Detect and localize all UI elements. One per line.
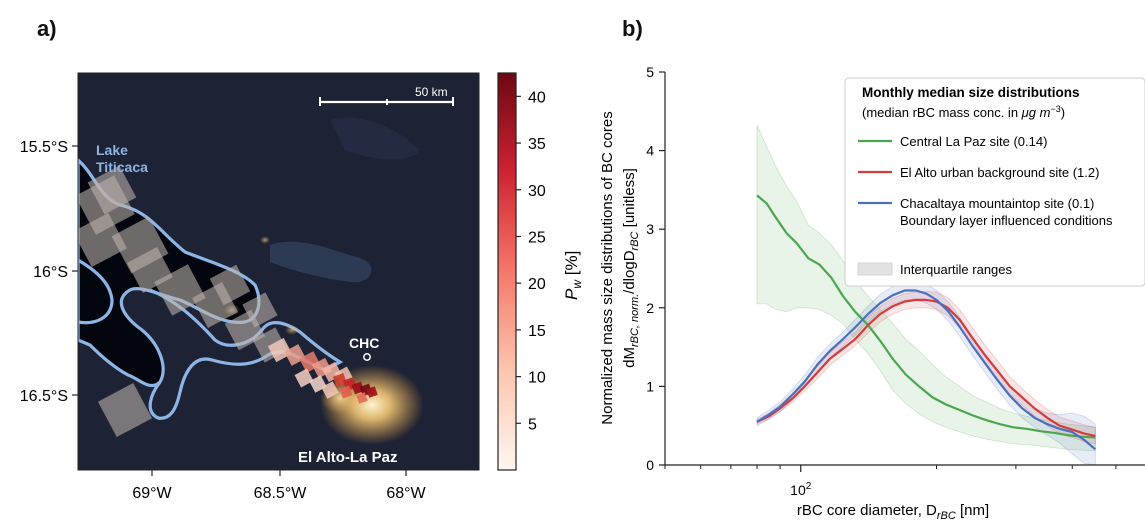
site-label: CHC <box>349 335 379 351</box>
lake-label-line2: Titicaca <box>96 159 148 175</box>
map-axis-ticks: 15.5°S 16°S 16.5°S 69°W 68.5°W 68°W <box>20 139 427 502</box>
plume-tile <box>242 292 278 328</box>
terrain-patch <box>270 241 372 283</box>
legend-label-series-2: Boundary layer influenced conditions <box>900 213 1113 228</box>
colorbar-label-unit: [%] <box>562 251 581 280</box>
y-tick-label: 2 <box>646 300 654 316</box>
terrain-patch <box>330 117 420 160</box>
colorbar-label: Pw [%] <box>562 251 584 300</box>
lon-tick-label: 68°W <box>386 485 426 502</box>
legend-box <box>844 77 1145 287</box>
legend: Monthly median size distributions (media… <box>844 77 1145 287</box>
plume-tile <box>267 337 293 363</box>
plume-tile <box>87 165 137 215</box>
town-lights <box>285 325 299 335</box>
colorbar-tick-label: 20 <box>528 276 546 293</box>
colorbar-tick-label: 35 <box>528 136 546 153</box>
legend-interquartile-swatch <box>857 262 893 276</box>
chart-ticks: 0 1 2 3 4 5 102 <box>646 64 1117 498</box>
panel-a-label: a) <box>37 16 57 41</box>
lat-tick-label: 16.5°S <box>20 388 68 405</box>
colorbar-tick-label: 25 <box>528 229 546 246</box>
legend-subtitle: (median rBC mass conc. in μg m−3) <box>862 104 1065 120</box>
plume-tile <box>97 382 153 438</box>
chart-panel: 0 1 2 3 4 5 102 rBC core diameter, DrBC [nm] N… <box>599 64 1145 522</box>
series-2-interquartile-band <box>756 280 1096 465</box>
scale-bar-label: 50 km <box>415 85 448 99</box>
plume-tile <box>321 381 339 399</box>
colorbar-tick-label: 10 <box>528 370 546 387</box>
lake-shoreline <box>78 258 114 325</box>
x-tick-label: 102 <box>790 481 812 498</box>
series-0-line <box>756 194 1096 439</box>
y-axis-label-line1: Normalized mass size distributions of BC… <box>599 111 616 424</box>
plume-tile <box>78 212 128 268</box>
colorbar-label-main: P <box>562 288 581 300</box>
series-2-line <box>756 289 1097 451</box>
y-tick-label: 0 <box>646 457 654 473</box>
lon-tick-label: 69°W <box>132 485 172 502</box>
plume-tile <box>209 264 251 306</box>
colorbar: 5 10 15 20 25 30 35 40 <box>497 72 546 471</box>
colorbar-tick-label: 40 <box>528 89 546 106</box>
lat-tick-label: 15.5°S <box>20 139 68 156</box>
legend-title: Monthly median size distributions <box>862 85 1080 100</box>
colorbar-tick-label: 30 <box>528 183 546 200</box>
series-1-line <box>756 298 1096 437</box>
site-marker <box>363 353 371 361</box>
panel-b-label: b) <box>622 16 643 41</box>
y-tick-label: 1 <box>646 378 654 394</box>
y-tick-label: 3 <box>646 221 654 237</box>
legend-label-series-1: El Alto urban background site (1.2) <box>900 165 1099 180</box>
lake-label-line1: Lake <box>96 142 128 158</box>
plume-tile <box>339 385 353 399</box>
legend-label-series-0: Central La Paz site (0.14) <box>900 134 1047 149</box>
colorbar-tick-label: 5 <box>528 416 537 433</box>
x-axis-label: rBC core diameter, DrBC [nm] <box>797 502 989 522</box>
map-panel: Lake Titicaca El Alto-La Paz CHC 50 km 1… <box>20 72 584 502</box>
legend-interquartile-label: Interquartile ranges <box>900 262 1013 277</box>
y-axis-label-line2: dMrBC, norm./dlogDrBC [unitless] <box>621 168 641 368</box>
plume-tile <box>332 372 348 388</box>
colorbar-label-sub: w <box>570 279 584 289</box>
lon-tick-label: 68.5°W <box>254 485 308 502</box>
town-lights <box>260 236 270 244</box>
y-tick-label: 4 <box>646 143 654 159</box>
plume-tile <box>366 386 378 398</box>
plume-tile <box>294 368 314 388</box>
plume-tile <box>127 247 173 293</box>
colorbar-tick-label: 15 <box>528 323 546 340</box>
city-label: El Alto-La Paz <box>298 449 397 466</box>
legend-label-series-2: Chacaltaya mountaintop site (0.1) <box>900 196 1094 211</box>
scale-bar <box>319 97 454 106</box>
y-tick-label: 5 <box>646 64 654 80</box>
plume-tile <box>356 392 368 404</box>
plume-footprint <box>78 165 378 438</box>
lat-tick-label: 16°S <box>33 264 68 281</box>
